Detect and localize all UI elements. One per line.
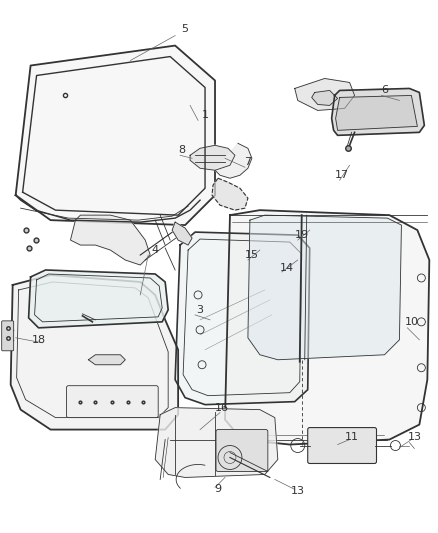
Text: 9: 9 bbox=[215, 484, 222, 495]
Text: 17: 17 bbox=[335, 170, 349, 180]
FancyBboxPatch shape bbox=[2, 321, 14, 351]
Text: 13: 13 bbox=[291, 487, 305, 496]
Polygon shape bbox=[212, 178, 248, 210]
Polygon shape bbox=[332, 88, 424, 135]
Polygon shape bbox=[336, 95, 417, 131]
Polygon shape bbox=[215, 143, 252, 178]
Text: 1: 1 bbox=[201, 110, 208, 120]
Polygon shape bbox=[88, 355, 125, 365]
Text: 18: 18 bbox=[32, 335, 46, 345]
FancyBboxPatch shape bbox=[308, 427, 377, 464]
Text: 19: 19 bbox=[295, 230, 309, 240]
Polygon shape bbox=[248, 215, 401, 360]
FancyBboxPatch shape bbox=[67, 386, 158, 417]
Polygon shape bbox=[225, 210, 429, 445]
Text: 8: 8 bbox=[179, 146, 186, 155]
Polygon shape bbox=[155, 408, 278, 478]
Text: 16: 16 bbox=[215, 402, 229, 413]
Polygon shape bbox=[11, 275, 178, 430]
Polygon shape bbox=[16, 46, 215, 225]
Polygon shape bbox=[172, 222, 192, 245]
Polygon shape bbox=[190, 146, 235, 170]
Polygon shape bbox=[175, 232, 310, 405]
Text: 14: 14 bbox=[280, 263, 294, 273]
Text: 4: 4 bbox=[152, 245, 159, 255]
Text: 15: 15 bbox=[245, 250, 259, 260]
Text: 6: 6 bbox=[381, 85, 388, 95]
Text: 7: 7 bbox=[244, 157, 251, 167]
Polygon shape bbox=[312, 91, 338, 106]
FancyBboxPatch shape bbox=[216, 430, 268, 472]
Text: 5: 5 bbox=[182, 23, 189, 34]
Text: 10: 10 bbox=[404, 317, 418, 327]
Text: 11: 11 bbox=[345, 432, 359, 441]
Polygon shape bbox=[71, 215, 150, 265]
Polygon shape bbox=[28, 270, 168, 328]
Polygon shape bbox=[295, 78, 355, 110]
Text: 13: 13 bbox=[407, 432, 421, 441]
Text: 3: 3 bbox=[197, 305, 204, 315]
